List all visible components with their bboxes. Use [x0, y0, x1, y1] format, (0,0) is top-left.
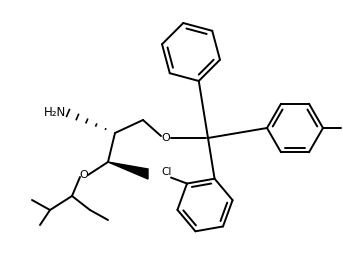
Polygon shape	[108, 162, 148, 179]
Text: O: O	[162, 133, 170, 143]
Text: H₂N: H₂N	[44, 106, 66, 118]
Text: Cl: Cl	[162, 167, 172, 177]
Text: O: O	[80, 170, 88, 180]
